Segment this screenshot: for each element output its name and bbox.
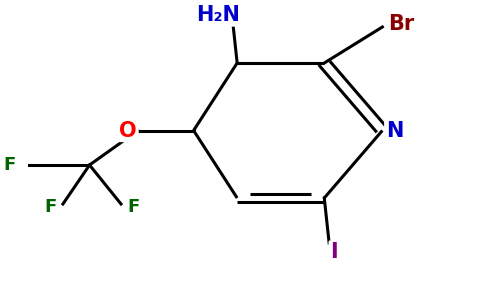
Text: F: F	[45, 198, 57, 216]
Text: Br: Br	[389, 14, 415, 34]
Text: N: N	[386, 121, 403, 140]
Text: I: I	[330, 242, 338, 262]
Text: H₂N: H₂N	[196, 5, 240, 25]
Text: O: O	[120, 121, 137, 140]
Text: F: F	[127, 198, 139, 216]
Text: F: F	[3, 156, 16, 174]
